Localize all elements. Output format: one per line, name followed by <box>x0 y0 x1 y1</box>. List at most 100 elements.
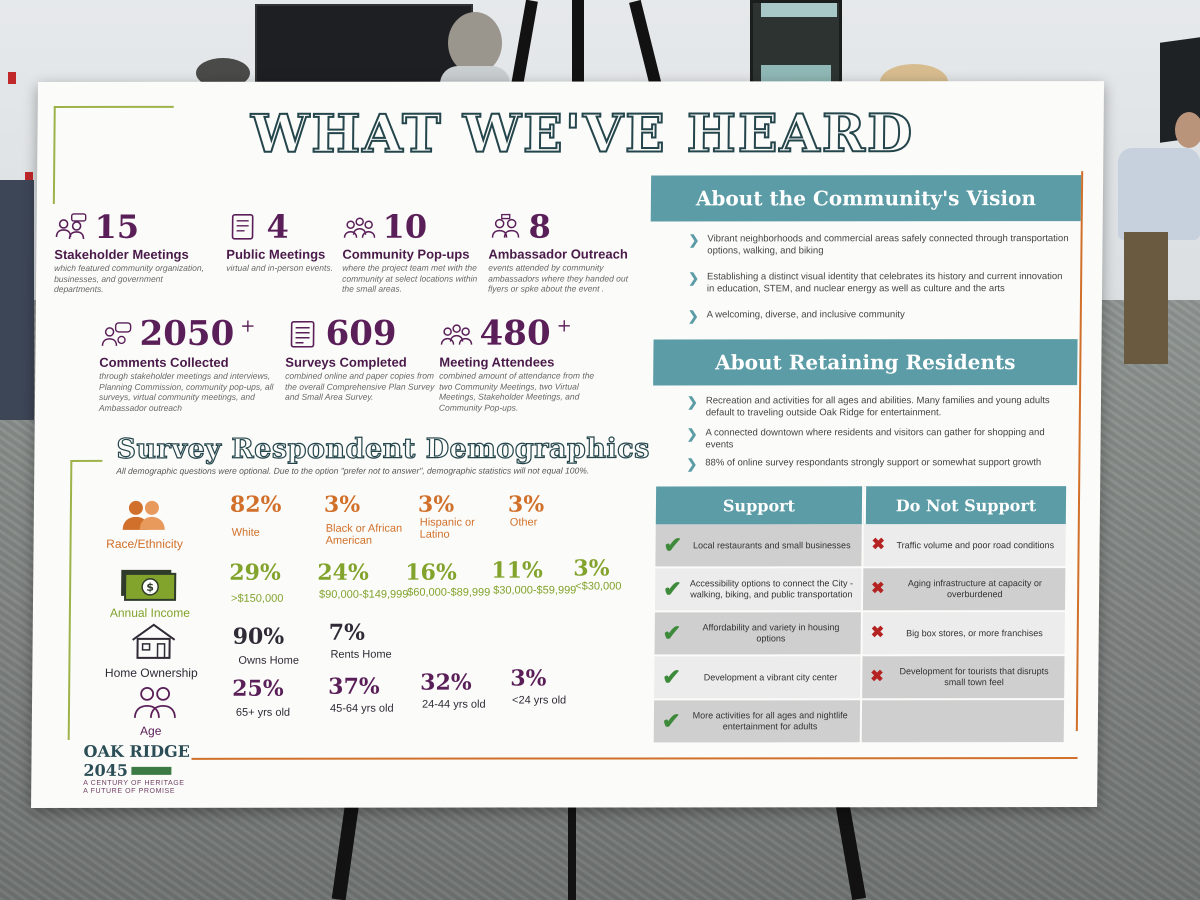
comment-icon <box>99 320 133 348</box>
vision-bullet-text: A welcoming, diverse, and inclusive comm… <box>706 309 905 321</box>
check-icon: ✔ <box>661 708 681 734</box>
stat-number: 2050 <box>139 313 235 354</box>
x-mark-icon: ✖ <box>871 580 885 598</box>
survey-icon <box>285 320 319 348</box>
frame-line <box>52 105 56 204</box>
check-icon: ✔ <box>663 532 683 558</box>
age-label-45-64: 45-64 yrs old <box>329 702 394 715</box>
stat-number: 8 <box>528 207 552 246</box>
stat-number: 609 <box>325 313 397 354</box>
retaining-bullet-text: 88% of online survey respondants strongl… <box>705 457 1042 469</box>
people-group-icon <box>342 213 376 241</box>
x-mark-icon: ✖ <box>870 624 885 642</box>
chevron-right-icon: ❯ <box>688 270 700 286</box>
race-pct-hispanic: 3% <box>417 491 455 518</box>
frame-line <box>53 105 174 108</box>
home-pct-rents: 7% <box>328 619 366 646</box>
person-left-edge <box>0 180 34 420</box>
home-label-rents: Rents Home <box>330 648 392 661</box>
house-icon <box>128 622 178 660</box>
support-cell: ✔ Local restaurants and small businesses <box>655 524 862 567</box>
home-ownership-label: Home Ownership <box>104 665 198 680</box>
demographics-note: All demographic questions were optional.… <box>116 465 590 476</box>
age-label-under24: <24 yrs old <box>512 694 567 707</box>
logo-line1: OAK RIDGE <box>83 741 191 761</box>
age-pct-65plus: 25% <box>232 675 284 702</box>
vision-bullet-text: Establishing a distinct visual identity … <box>706 271 1063 295</box>
income-label-4: $30,000-$59,999 <box>493 584 577 597</box>
retaining-bullet-text: Recreation and activities for all ages a… <box>705 395 1050 419</box>
not-support-cell: ✖ Development for tourists that disrupts … <box>862 656 1065 699</box>
age-label-24-44: 24-44 yrs old <box>421 698 486 711</box>
race-ethnicity-icon <box>120 496 170 534</box>
chevron-right-icon: ❯ <box>687 308 699 324</box>
poster-title: WHAT WE'VE HEARD <box>250 102 916 166</box>
check-icon: ✔ <box>662 620 682 646</box>
x-mark-icon: ✖ <box>870 668 884 686</box>
stat-label: Comments Collected <box>99 354 229 370</box>
vision-bullet: ❯ Establishing a distinct visual identity… <box>688 270 1072 296</box>
income-label-5: <$30,000 <box>575 580 622 593</box>
income-label-1: >$150,000 <box>230 592 284 605</box>
stat-label: Community Pop-ups <box>342 246 470 262</box>
stat-description: combined amount of attendance from the t… <box>438 370 595 413</box>
age-pct-45-64: 37% <box>328 673 380 700</box>
stat-community-popups: 10 Community Pop-ups where the project t… <box>342 208 483 295</box>
stat-stakeholder-meetings: 15 Stakeholder Meetings which featured c… <box>54 208 215 295</box>
oak-ridge-2045-logo: OAK RIDGE 2045 A CENTURY OF HERITAGE A F… <box>83 742 194 796</box>
vision-bullet: ❯ A welcoming, diverse, and inclusive com… <box>687 308 1068 324</box>
stat-description: through stakeholder meetings and intervi… <box>98 370 274 413</box>
stat-number: 480 <box>479 313 551 354</box>
check-icon: ✔ <box>663 576 682 602</box>
race-pct-other: 3% <box>507 491 545 518</box>
wall-tv <box>255 4 473 86</box>
race-label-hispanic: Hispanic or Latino <box>419 516 475 541</box>
chevron-right-icon: ❯ <box>686 394 698 410</box>
not-support-header: Do Not Support <box>863 486 1067 525</box>
frame-line <box>191 757 1078 760</box>
stat-public-meetings: 4 Public Meetings virtual and in-person … <box>226 208 347 274</box>
race-pct-white: 82% <box>229 491 282 518</box>
support-cell: ✔ Affordability and variety in housing op… <box>654 612 861 655</box>
not-support-cell: ✖ Big box stores, or more franchises <box>862 612 1065 655</box>
logo-line2: 2045 <box>83 760 129 780</box>
stat-surveys-completed: 609 Surveys Completed combined online an… <box>285 314 442 403</box>
check-icon: ✔ <box>662 664 681 690</box>
stat-label: Ambassador Outreach <box>488 246 628 262</box>
fire-alarm <box>25 172 33 182</box>
age-pct-24-44: 32% <box>420 669 472 696</box>
stat-label: Public Meetings <box>226 246 326 262</box>
support-cell: ✔ Development a vibrant city center <box>654 656 861 699</box>
money-icon: $ <box>119 566 177 604</box>
age-people-icon <box>130 684 180 722</box>
logo-tagline2: A FUTURE OF PROMISE <box>83 787 176 795</box>
stat-plus: + <box>556 315 572 337</box>
age-pct-under24: 3% <box>510 665 547 692</box>
frame-line <box>70 459 103 462</box>
not-support-cell-empty <box>861 700 1065 743</box>
retaining-bullet: ❯ 88% of online survey respondants strong… <box>686 456 1068 472</box>
vision-banner: About the Community's Vision <box>650 175 1082 222</box>
retaining-bullet-text: A connected downtown where residents and… <box>705 427 1045 451</box>
not-support-cell: ✖ Aging infrastructure at capacity or ove… <box>862 568 1066 611</box>
stat-number: 15 <box>94 207 140 246</box>
chevron-right-icon: ❯ <box>686 456 698 472</box>
not-support-cell: ✖ Traffic volume and poor road conditions <box>863 524 1066 567</box>
x-mark-icon: ✖ <box>871 536 886 554</box>
logo-tagline1: A CENTURY OF HERITAGE <box>83 779 185 787</box>
support-cell: ✔ More activities for all ages and nightl… <box>653 700 861 743</box>
stat-description: events attended by community ambassadors… <box>487 262 629 294</box>
retaining-bullet: ❯ A connected downtown where residents an… <box>686 426 1068 452</box>
person-shirt <box>1118 148 1200 240</box>
frame-line <box>1075 171 1084 732</box>
income-label-2: $90,000-$149,999 <box>319 588 409 601</box>
stat-label: Surveys Completed <box>285 354 407 370</box>
race-label-black: Black or African American <box>325 522 403 547</box>
chevron-right-icon: ❯ <box>688 232 700 248</box>
frame-line <box>67 459 73 740</box>
doorway <box>750 0 842 92</box>
age-label-65plus: 65+ yrs old <box>235 706 291 719</box>
vision-bullet: ❯ Vibrant neighborhoods and commercial ar… <box>688 232 1068 258</box>
stat-description: combined online and paper copies from th… <box>284 370 435 403</box>
income-pct-5: 3% <box>573 555 610 582</box>
